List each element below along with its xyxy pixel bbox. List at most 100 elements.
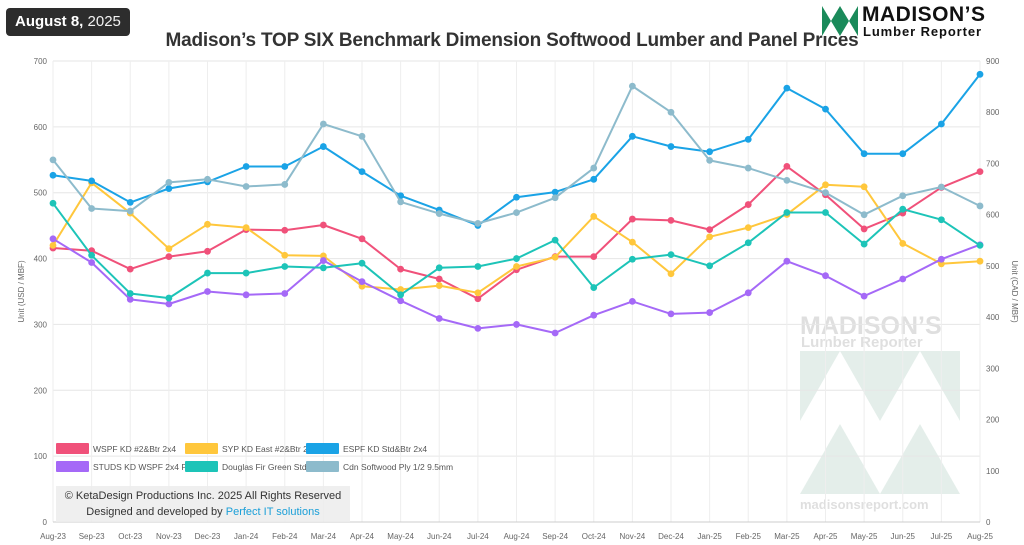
- data-point: [319, 143, 327, 150]
- data-point: [590, 311, 598, 319]
- data-point: [474, 324, 482, 332]
- data-point: [126, 207, 134, 215]
- legend-item[interactable]: WSPF KD #2&Btr 2x4: [56, 443, 176, 454]
- legend-item[interactable]: SYP KD East #2&Btr 2x4: [185, 443, 317, 454]
- data-point: [281, 263, 289, 270]
- data-point: [706, 156, 714, 164]
- data-point: [937, 216, 945, 224]
- x-tick-label: Sep-24: [542, 532, 568, 541]
- data-point: [590, 213, 598, 220]
- left-y-tick-label: 600: [34, 123, 48, 132]
- x-tick-label: Apr-25: [813, 532, 838, 541]
- legend-label: SYP KD East #2&Btr 2x4: [222, 444, 317, 454]
- data-point: [590, 253, 598, 260]
- data-point: [667, 310, 675, 318]
- data-point: [551, 236, 559, 244]
- data-point: [822, 209, 829, 216]
- right-y-axis: 0 100 200 300 400 500 600 700 800 900: [986, 57, 1000, 527]
- x-tick-label: Dec-24: [658, 532, 684, 541]
- data-point: [667, 216, 675, 224]
- x-tick-label: Apr-24: [350, 532, 375, 541]
- data-point: [551, 253, 559, 261]
- data-point: [49, 156, 57, 164]
- data-point: [435, 264, 443, 272]
- data-point: [513, 255, 520, 262]
- date-badge: August 8, 2025: [6, 8, 130, 36]
- x-tick-label: Jun-25: [891, 532, 916, 541]
- data-point: [397, 265, 405, 273]
- data-point: [281, 290, 289, 297]
- series-layer: [49, 70, 984, 337]
- data-point: [358, 132, 366, 140]
- data-point: [744, 201, 752, 208]
- data-point: [242, 269, 250, 277]
- data-point: [513, 321, 520, 328]
- data-point: [204, 269, 211, 277]
- left-y-tick-label: 300: [34, 320, 48, 329]
- data-point: [165, 178, 173, 186]
- legend-swatch: [306, 443, 339, 454]
- legend-item[interactable]: ESPF KD Std&Btr 2x4: [306, 443, 427, 454]
- series-4: [49, 199, 984, 302]
- left-y-tick-label: 100: [34, 452, 48, 461]
- data-point: [242, 163, 250, 170]
- data-point: [88, 205, 96, 212]
- data-point: [822, 181, 829, 189]
- x-tick-label: Oct-23: [118, 532, 143, 541]
- legend-item[interactable]: STUDS KD WSPF 2x4 PET: [56, 461, 198, 472]
- data-point: [204, 288, 211, 295]
- left-y-tick-label: 700: [34, 57, 48, 66]
- data-point: [551, 188, 559, 196]
- data-point: [204, 175, 211, 183]
- data-point: [937, 255, 945, 263]
- data-point: [319, 120, 327, 128]
- madisons-logo[interactable]: MADISON’S Lumber Reporter: [822, 4, 1018, 40]
- data-point: [744, 164, 752, 172]
- data-point: [976, 168, 984, 176]
- data-point: [706, 233, 714, 241]
- left-y-tick-label: 0: [43, 518, 48, 527]
- data-point: [937, 183, 945, 191]
- data-point: [783, 209, 791, 216]
- data-point: [165, 253, 173, 260]
- designed-by-text: Designed and developed by: [86, 506, 226, 518]
- x-tick-label: Aug-25: [967, 532, 993, 541]
- data-point: [165, 300, 173, 308]
- legend-item[interactable]: Cdn Softwood Ply 1/2 9.5mm: [306, 461, 453, 472]
- data-point: [358, 168, 366, 176]
- data-point: [242, 224, 250, 232]
- date-label: August 8,: [15, 13, 84, 30]
- right-y-tick-label: 700: [986, 159, 1000, 168]
- data-point: [474, 289, 482, 297]
- data-point: [899, 150, 907, 158]
- x-tick-label: Nov-24: [619, 532, 645, 541]
- data-point: [281, 251, 289, 259]
- data-point: [783, 257, 791, 265]
- data-point: [49, 242, 57, 249]
- watermark-logo: MADISON’S Lumber Reporter madisonsreport…: [800, 312, 960, 512]
- data-point: [435, 275, 443, 283]
- data-point: [49, 235, 57, 243]
- data-point: [474, 219, 482, 227]
- legend-swatch: [56, 443, 89, 454]
- left-y-tick-label: 400: [34, 255, 48, 264]
- data-point: [397, 286, 405, 293]
- logo-subtitle: Lumber Reporter: [863, 24, 982, 39]
- data-point: [937, 120, 945, 128]
- data-point: [899, 240, 907, 247]
- data-point: [474, 263, 482, 270]
- right-y-tick-label: 300: [986, 364, 1000, 373]
- data-point: [242, 291, 250, 299]
- designer-link[interactable]: Perfect IT solutions: [225, 506, 320, 518]
- data-point: [590, 175, 598, 183]
- legend-swatch: [185, 461, 218, 472]
- data-point: [860, 292, 868, 300]
- chart-title: Madison’s TOP SIX Benchmark Dimension So…: [165, 30, 859, 51]
- data-point: [667, 251, 675, 259]
- data-point: [49, 199, 57, 207]
- right-y-tick-label: 600: [986, 211, 1000, 220]
- watermark-right-notch: [880, 351, 960, 421]
- legend-item[interactable]: Douglas Fir Green Std&Btr 2x4: [185, 461, 339, 472]
- data-point: [860, 225, 868, 233]
- data-point: [667, 143, 675, 150]
